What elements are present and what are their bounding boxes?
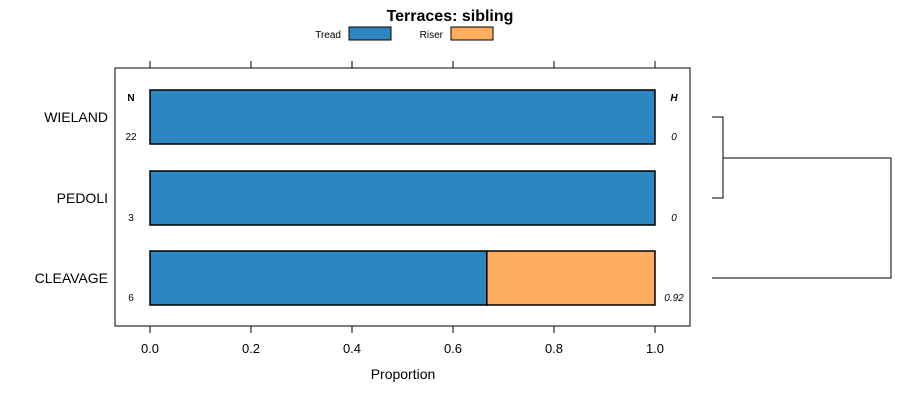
x-axis-label: Proportion (371, 366, 436, 382)
annotations: N H 22 3 6 0 0 0.92 (125, 93, 684, 304)
bar-tread-pedoli (149, 170, 656, 226)
h-value: 0 (671, 132, 677, 143)
category-labels: WIELAND PEDOLI CLEAVAGE (35, 109, 108, 286)
legend-swatch-riser (450, 26, 494, 41)
h-header: H (670, 93, 678, 104)
dendrogram-branch-inner (712, 116, 724, 199)
x-tick-label: 0.8 (545, 341, 563, 356)
legend-label-riser: Riser (420, 30, 444, 41)
x-tick-label: 0.2 (242, 341, 260, 356)
x-axis: 0.0 0.2 0.4 0.6 0.8 1.0 (141, 61, 664, 356)
chart-title: Terraces: sibling (387, 8, 514, 25)
legend: Tread Riser (315, 26, 494, 41)
category-label: PEDOLI (57, 190, 108, 206)
x-tick-label: 0.6 (444, 341, 462, 356)
n-value: 22 (125, 132, 137, 143)
h-value: 0.92 (664, 293, 684, 304)
plot-frame (114, 67, 691, 327)
bar-tread-wieland (149, 89, 656, 145)
bar-riser-cleavage (486, 250, 656, 306)
legend-swatch-tread (348, 26, 392, 41)
x-tick-label: 0.4 (343, 341, 361, 356)
x-tick-label: 1.0 (646, 341, 664, 356)
bar-tread-cleavage (149, 250, 488, 306)
h-value: 0 (671, 213, 677, 224)
bars (149, 89, 656, 306)
n-value: 6 (128, 293, 134, 304)
legend-label-tread: Tread (315, 30, 341, 41)
dendrogram-branch-outer (712, 157, 892, 279)
category-label: CLEAVAGE (35, 270, 108, 286)
category-label: WIELAND (44, 109, 108, 125)
dendrogram (712, 116, 892, 279)
x-tick-label: 0.0 (141, 341, 159, 356)
n-value: 3 (128, 213, 134, 224)
n-header: N (127, 93, 134, 104)
